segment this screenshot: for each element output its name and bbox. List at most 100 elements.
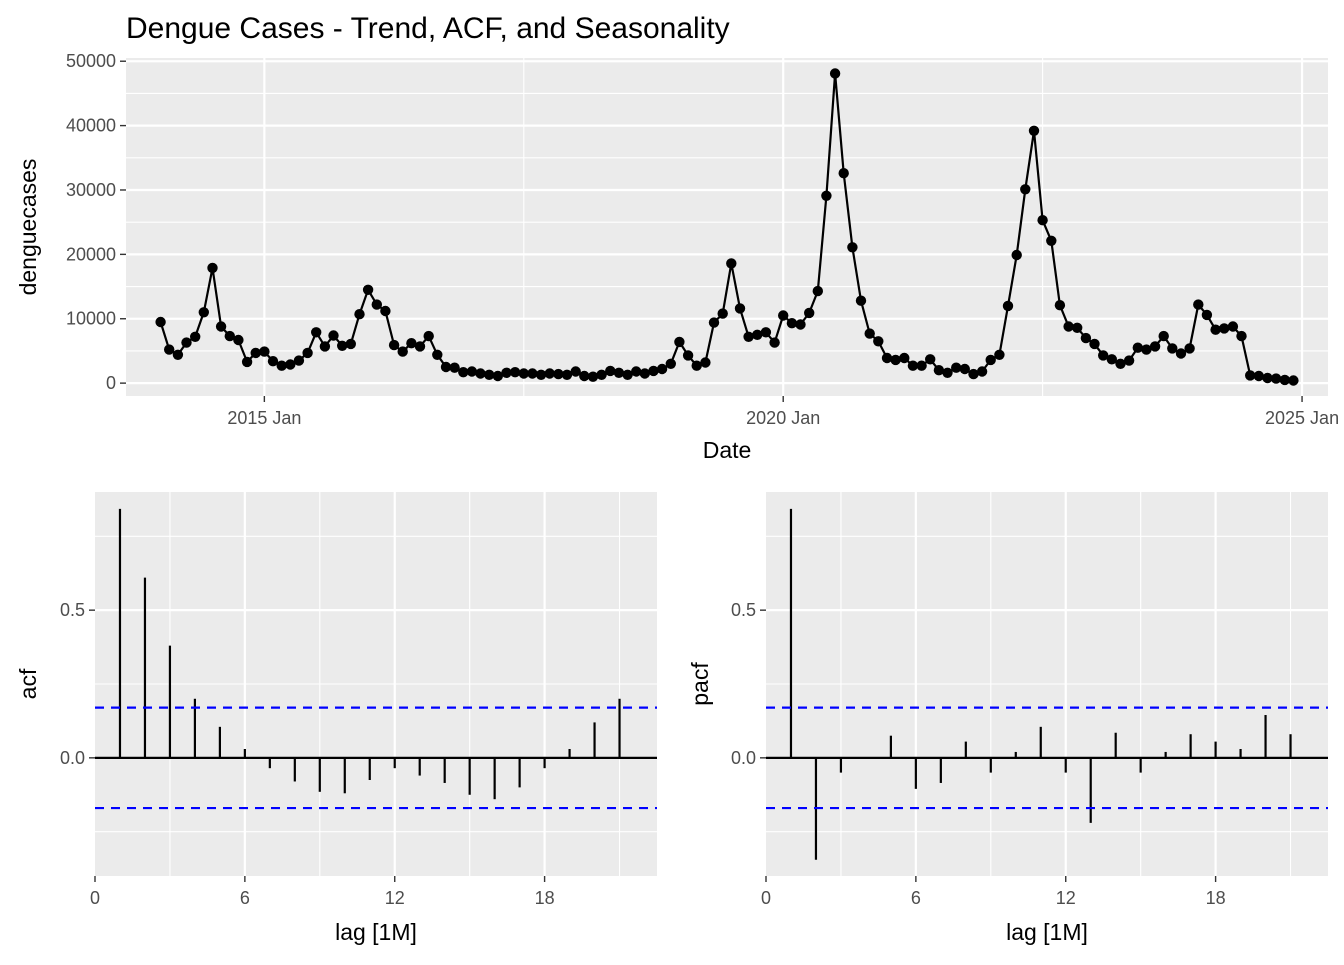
trend-point [951, 362, 962, 373]
trend-point [492, 370, 503, 382]
trend-point [631, 366, 642, 377]
trend-point [380, 305, 391, 317]
trend-point [354, 309, 365, 320]
acf-panel: 0.0 0.5 0 6 12 18 lag [1M] acf [15, 492, 657, 945]
trend-x-axis-title: Date [703, 437, 752, 463]
trend-point [466, 366, 478, 377]
trend-x-axis: 2015 Jan 2020 Jan 2025 Jan [227, 396, 1339, 428]
trend-point [388, 339, 400, 351]
trend-point [899, 352, 910, 364]
trend-point [916, 360, 927, 371]
acf-x-tick-label: 0 [90, 888, 100, 908]
trend-point [700, 357, 711, 368]
trend-point [838, 168, 849, 179]
trend-point [994, 349, 1005, 360]
trend-point [259, 346, 270, 357]
pacf-x-tick-label: 0 [761, 888, 771, 908]
acf-x-tick-label: 18 [535, 888, 555, 908]
trend-panel: 0 10000 20000 30000 40000 50000 2015 Jan 2020 … [15, 51, 1339, 463]
pacf-x-tick-label: 6 [911, 888, 921, 908]
trend-point [155, 316, 166, 328]
trend-point [406, 338, 417, 349]
trend-point [544, 368, 555, 379]
trend-point [1037, 215, 1048, 226]
pacf-x-axis-title: lag [1M] [1006, 919, 1088, 945]
trend-point [829, 68, 841, 79]
trend-point [215, 321, 227, 332]
trend-point [1089, 338, 1100, 350]
pacf-y-axis-title: pacf [687, 662, 713, 706]
trend-point [1184, 343, 1195, 354]
trend-point [1219, 323, 1230, 334]
trend-point [622, 369, 633, 380]
trend-point [484, 369, 495, 380]
trend-point [1175, 348, 1187, 359]
trend-point [1020, 184, 1031, 195]
trend-point [1245, 370, 1256, 381]
trend-point [881, 352, 893, 364]
trend-point [1288, 375, 1299, 386]
trend-y-tick-label: 10000 [66, 309, 116, 329]
trend-point [553, 368, 564, 380]
trend-point [509, 367, 521, 378]
trend-gridlines [126, 58, 1328, 396]
trend-point [942, 367, 953, 378]
trend-point [821, 190, 832, 201]
trend-point [527, 368, 538, 379]
pacf-y-tick-label: 0.5 [731, 600, 756, 620]
trend-point [440, 361, 452, 373]
trend-point [1046, 235, 1057, 246]
trend-point [795, 319, 806, 330]
trend-point [656, 363, 668, 375]
trend-point [414, 341, 426, 352]
trend-point [605, 365, 616, 377]
trend-point [1279, 374, 1291, 386]
trend-point [311, 327, 322, 338]
trend-point [371, 299, 382, 310]
trend-x-tick-label: 2025 Jan [1265, 408, 1339, 428]
trend-point [198, 307, 209, 318]
trend-point [855, 295, 867, 306]
pacf-x-tick-label: 12 [1056, 888, 1076, 908]
trend-point [1262, 372, 1273, 384]
trend-point [587, 371, 599, 382]
trend-point [1158, 330, 1169, 342]
trend-point [190, 331, 201, 342]
pacf-series [766, 508, 1328, 860]
trend-y-tick-label: 40000 [66, 116, 116, 136]
trend-point [285, 359, 296, 370]
trend-point [362, 284, 374, 295]
trend-point [959, 363, 970, 375]
trend-point [778, 310, 789, 321]
trend-point [1054, 300, 1066, 311]
trend-point [1123, 355, 1135, 366]
trend-point [172, 349, 184, 360]
acf-x-axis-title: lag [1M] [335, 919, 417, 945]
trend-point [535, 369, 547, 380]
trend-point [337, 340, 348, 351]
trend-point [241, 356, 253, 368]
trend-point [890, 354, 901, 366]
trend-y-axis: 0 10000 20000 30000 40000 50000 [66, 51, 126, 393]
trend-point [726, 258, 737, 269]
trend-point [432, 349, 443, 360]
trend-point [734, 303, 746, 314]
trend-point [985, 354, 996, 366]
trend-point [1227, 321, 1239, 332]
trend-point [665, 358, 676, 369]
trend-point [639, 368, 650, 379]
trend-point [345, 338, 356, 350]
trend-point [864, 328, 875, 339]
trend-point [233, 334, 244, 346]
trend-y-tick-label: 0 [106, 373, 116, 393]
trend-point [933, 365, 945, 376]
trend-y-tick-label: 50000 [66, 51, 116, 71]
trend-point [1115, 358, 1126, 369]
trend-point [1193, 299, 1204, 310]
trend-point [674, 336, 685, 348]
trend-point [907, 360, 919, 371]
trend-point [613, 367, 625, 378]
pacf-y-axis: 0.0 0.5 [731, 600, 766, 768]
acf-y-axis: 0.0 0.5 [60, 600, 95, 768]
